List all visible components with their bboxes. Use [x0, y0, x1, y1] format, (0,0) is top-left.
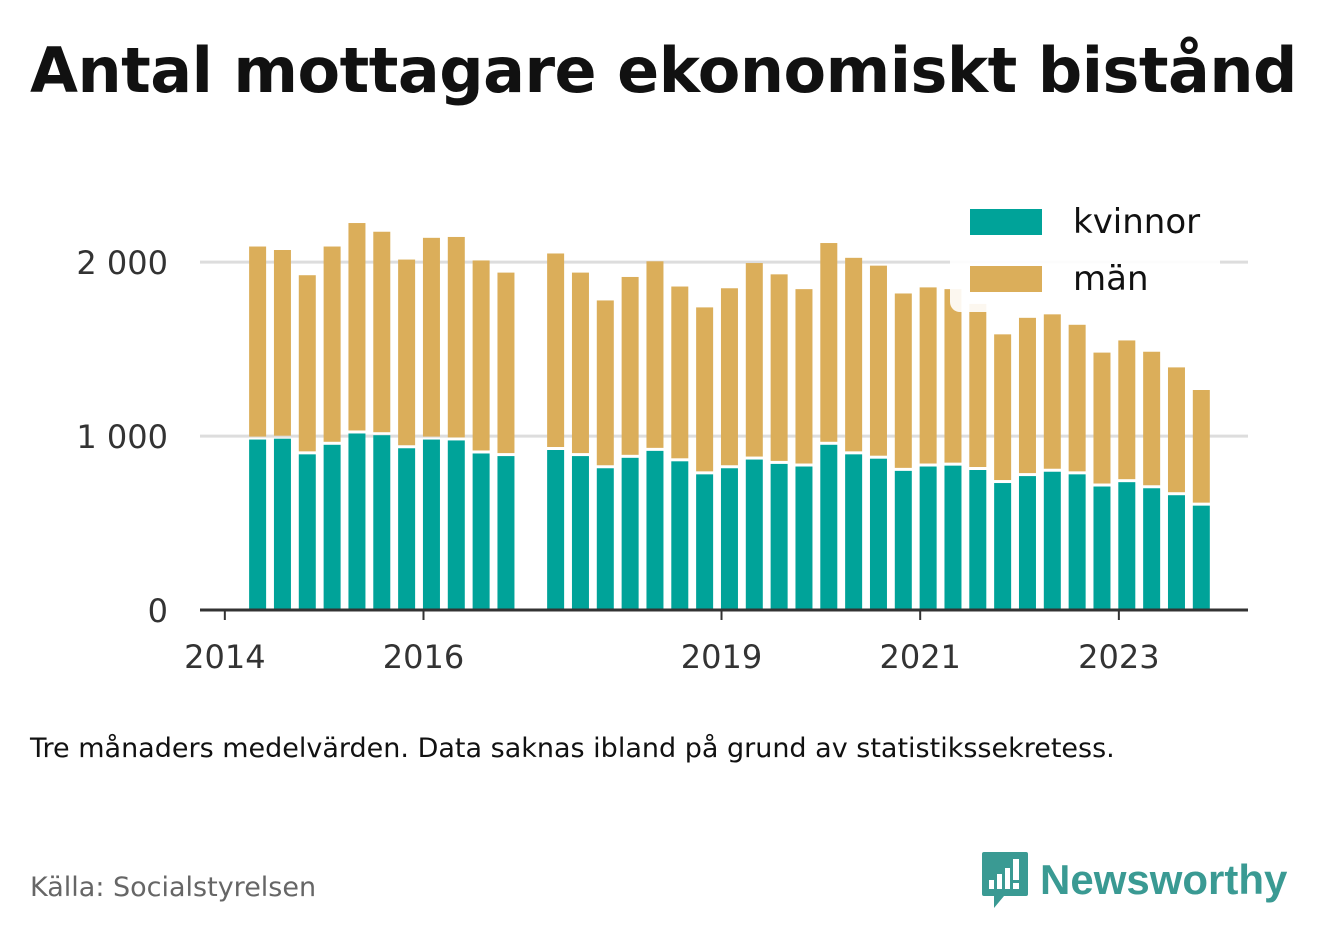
chart-note: Tre månaders medelvärden. Data saknas ib…: [30, 733, 1115, 764]
bar-kvinnor: [249, 439, 267, 610]
bar-kvinnor: [373, 435, 391, 610]
bar-kvinnor: [348, 433, 366, 610]
x-tick-label: 2019: [681, 638, 762, 676]
bar-kvinnor: [571, 456, 589, 610]
source-credit: Källa: Socialstyrelsen: [30, 872, 317, 903]
legend-label-man: män: [1073, 259, 1149, 299]
legend-label-kvinnor: kvinnor: [1073, 202, 1200, 242]
bar-man: [745, 263, 763, 457]
x-tick-label: 2021: [879, 638, 960, 676]
bar-man: [348, 223, 366, 431]
bar-man: [1018, 317, 1036, 474]
bar-kvinnor: [1192, 505, 1210, 610]
bar-man: [894, 293, 912, 468]
x-tick-label: 2023: [1078, 638, 1159, 676]
bar-man: [1118, 340, 1136, 480]
bar-man: [1093, 352, 1111, 484]
bar-kvinnor: [273, 438, 291, 610]
bar-kvinnor: [845, 454, 863, 610]
legend-swatch-kvinnor: [970, 209, 1042, 235]
brand-name: Newsworthy: [1040, 856, 1288, 903]
bar-man: [969, 303, 987, 467]
bar-kvinnor: [696, 474, 714, 610]
bar-kvinnor: [969, 470, 987, 610]
chart-plot: 0 1 000 2 000 2014 2016 2019 2021 2023 kvinnor …: [76, 190, 1248, 676]
x-tick-label: 2014: [184, 638, 265, 676]
bar-kvinnor: [1068, 474, 1086, 610]
bar-kvinnor: [447, 440, 465, 610]
bar-man: [472, 260, 490, 451]
bar-kvinnor: [770, 463, 788, 610]
bar-man: [845, 257, 863, 452]
bar-man: [720, 288, 738, 466]
bar-man: [1143, 351, 1161, 486]
bar-man: [621, 276, 639, 455]
newsworthy-logo-icon: [982, 852, 1028, 908]
brand-logo[interactable]: Newsworthy: [980, 850, 1287, 910]
bar-man: [1167, 367, 1185, 493]
bar-kvinnor: [944, 465, 962, 610]
legend: kvinnor män: [950, 190, 1220, 312]
bar-man: [596, 300, 614, 466]
bar-kvinnor: [596, 468, 614, 610]
y-tick-label: 2 000: [76, 244, 168, 282]
bar-man: [919, 287, 937, 464]
bar-kvinnor: [745, 459, 763, 610]
bar-kvinnor: [820, 444, 838, 610]
bar-kvinnor: [646, 450, 664, 610]
bar-man: [398, 259, 416, 446]
bar-man: [696, 307, 714, 472]
bar-man: [944, 289, 962, 463]
bar-man: [795, 289, 813, 464]
bar-man: [547, 253, 565, 447]
y-tick-label: 1 000: [76, 418, 168, 456]
bar-man: [422, 237, 440, 437]
bar-kvinnor: [795, 466, 813, 610]
bar-man: [646, 261, 664, 448]
bar-man: [447, 236, 465, 438]
chart-title: Antal mottagare ekonomiskt bistånd: [30, 34, 1297, 107]
bar-kvinnor: [720, 468, 738, 610]
bar-kvinnor: [497, 456, 515, 610]
bar-man: [994, 334, 1012, 481]
bar-kvinnor: [919, 466, 937, 610]
bar-kvinnor: [894, 470, 912, 610]
axes: 0 1 000 2 000 2014 2016 2019 2021 2023: [76, 244, 1248, 676]
bar-kvinnor: [323, 444, 341, 610]
bar-kvinnor: [994, 483, 1012, 610]
bar-man: [249, 246, 267, 437]
bar-man: [1068, 324, 1086, 472]
y-tick-label: 0: [148, 592, 168, 630]
bar-kvinnor: [621, 457, 639, 610]
bars: [249, 223, 1210, 610]
bar-man: [1192, 390, 1210, 503]
bar-kvinnor: [298, 454, 316, 610]
bar-man: [869, 265, 887, 456]
bar-man: [323, 246, 341, 442]
bar-man: [571, 272, 589, 454]
bar-kvinnor: [1018, 476, 1036, 610]
bar-man: [671, 286, 689, 459]
bar-man: [497, 272, 515, 454]
bar-kvinnor: [671, 461, 689, 610]
bar-kvinnor: [547, 450, 565, 610]
x-tick-label: 2016: [383, 638, 464, 676]
bar-kvinnor: [1167, 495, 1185, 610]
bar-man: [770, 274, 788, 461]
bar-kvinnor: [472, 453, 490, 610]
bar-man: [298, 275, 316, 452]
bar-kvinnor: [1118, 482, 1136, 610]
legend-swatch-man: [970, 266, 1042, 292]
bar-kvinnor: [422, 439, 440, 610]
bar-man: [1043, 314, 1061, 469]
bar-kvinnor: [1043, 471, 1061, 610]
bar-kvinnor: [398, 448, 416, 610]
bar-man: [373, 231, 391, 433]
bar-kvinnor: [1093, 486, 1111, 610]
bar-kvinnor: [869, 458, 887, 610]
bar-man: [273, 250, 291, 436]
bar-man: [820, 243, 838, 442]
bar-kvinnor: [1143, 488, 1161, 610]
